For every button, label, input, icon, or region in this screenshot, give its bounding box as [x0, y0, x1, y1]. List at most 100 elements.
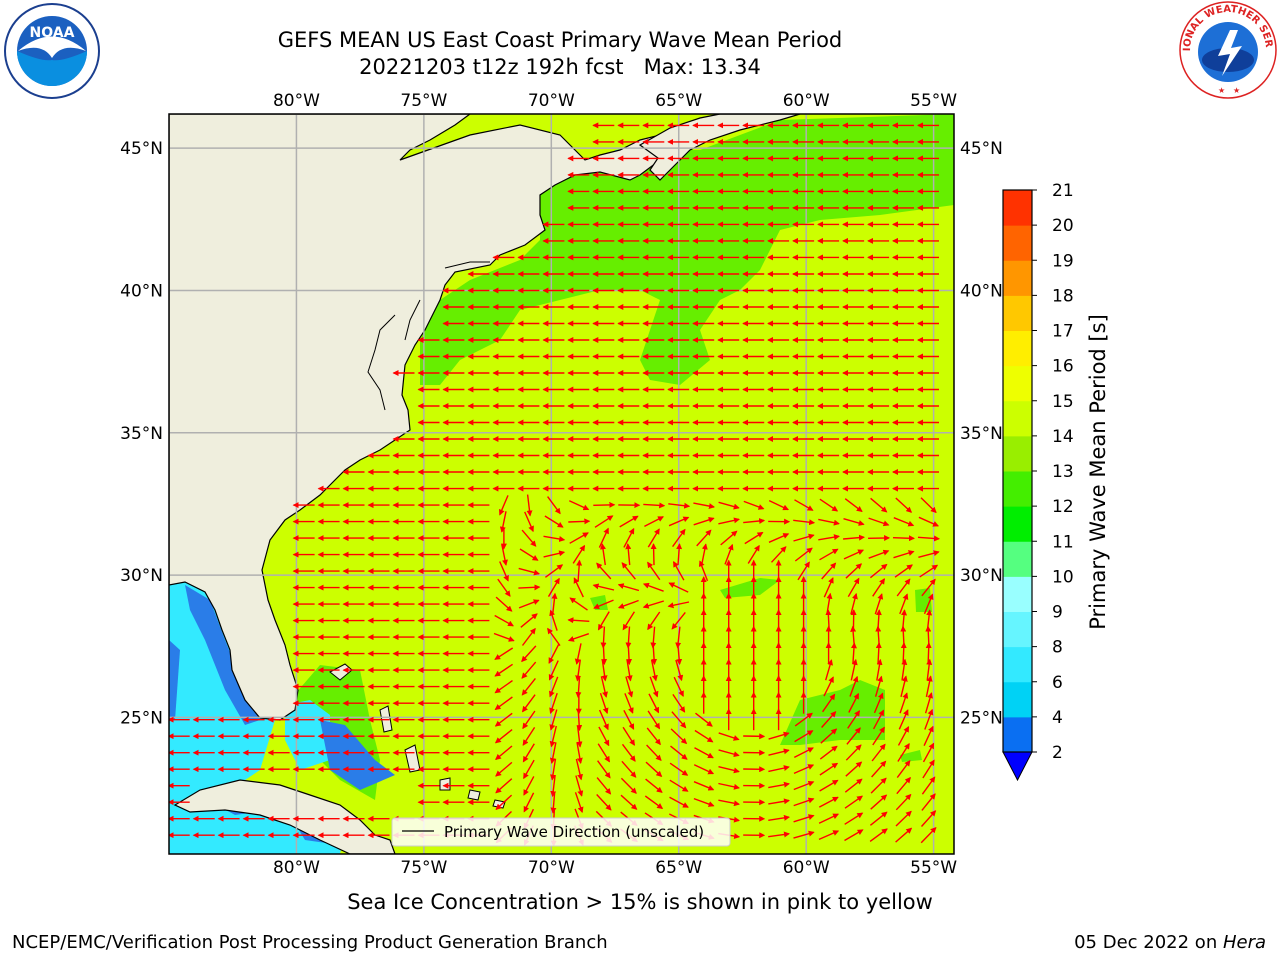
wave-arrow: [597, 760, 611, 779]
wave-arrow: [569, 597, 588, 611]
wave-arrow: [895, 793, 912, 811]
wave-arrow: [924, 692, 933, 714]
wave-arrow: [521, 677, 536, 696]
colorbar-extend-arrow: [1002, 751, 1033, 782]
legend-label: Primary Wave Direction (unscaled): [444, 823, 704, 841]
wave-arrow: [670, 728, 688, 745]
colorbar-tick-label: 17: [1052, 322, 1074, 342]
wave-arrow: [794, 712, 813, 727]
wave-arrow: [794, 547, 813, 562]
colorbar-tick-label: 9: [1052, 603, 1063, 623]
colorbar-segment: [1003, 190, 1032, 226]
wave-arrow: [549, 692, 558, 715]
wave-arrow: [870, 777, 887, 794]
wave-arrow: [593, 501, 616, 508]
wave-arrow: [768, 798, 790, 805]
wave-arrow: [543, 535, 566, 542]
wave-arrow: [843, 549, 865, 560]
colorbar-segment: [1003, 646, 1032, 683]
wave-arrow: [647, 561, 661, 581]
wave-arrow: [523, 792, 535, 813]
wave-arrow: [895, 827, 913, 843]
wave-arrow: [850, 658, 858, 681]
wave-arrow: [818, 518, 840, 526]
sea-ice-note: Sea Ice Concentration > 15% is shown in …: [347, 890, 933, 914]
colorbar-segment: [1003, 471, 1032, 507]
wave-arrow: [693, 516, 715, 526]
colorbar-tick-label: 11: [1052, 532, 1074, 552]
wave-arrow: [794, 499, 814, 511]
wave-arrow: [744, 531, 764, 545]
coastline-details: [367, 261, 490, 411]
wave-arrow: [494, 614, 514, 627]
wave-arrow: [869, 563, 888, 579]
wave-arrow: [821, 562, 837, 580]
axis-labels: 80°W 80°W 75°W 75°W 70°W 70°W 65°W 65°W 60°W 60°W…: [120, 91, 1003, 878]
wave-arrow: [925, 675, 933, 698]
lon-tick-label: 60°W: [783, 91, 830, 111]
map-legend: Primary Wave Direction (unscaled): [391, 817, 731, 847]
wave-arrow: [693, 764, 715, 775]
wave-arrow: [493, 632, 515, 642]
wave-arrow: [567, 617, 590, 624]
wave-arrow: [672, 561, 685, 581]
map-title: GEFS MEAN US East Coast Primary Wave Mea…: [277, 28, 843, 52]
wave-arrow: [576, 725, 583, 748]
wave-arrow: [793, 780, 815, 791]
wave-arrow: [844, 795, 864, 809]
wave-arrow: [642, 582, 664, 592]
wave-arrow: [896, 759, 911, 779]
colorbar-tick-label: 16: [1052, 357, 1074, 377]
wave-arrow: [574, 792, 584, 814]
wave-arrow: [522, 694, 536, 713]
wave-arrow: [647, 528, 660, 548]
wave-arrow: [550, 758, 557, 781]
wave-arrow: [844, 778, 863, 793]
wave-arrow: [718, 749, 740, 758]
wave-arrow: [548, 660, 559, 681]
wave-arrow: [768, 765, 790, 773]
wave-arrow: [624, 693, 634, 714]
wave-arrow: [544, 564, 564, 578]
wave-arrow: [695, 712, 713, 727]
wave-arrow: [650, 543, 657, 566]
wave-arrow: [600, 676, 608, 698]
wave-arrow: [675, 659, 684, 682]
colorbar-segment: [1003, 330, 1032, 367]
wave-arrow: [874, 675, 883, 697]
wave-arrow: [648, 693, 660, 714]
wave-arrow: [868, 517, 890, 527]
wave-arrow: [598, 726, 610, 747]
wave-arrow: [617, 583, 640, 592]
noaa-logo-text: NOAA: [30, 25, 75, 41]
wave-arrow: [844, 829, 864, 842]
svg-text:★: ★: [1233, 86, 1240, 95]
colorbar-segment: [1003, 435, 1032, 472]
wave-arrow: [650, 659, 658, 682]
wave-arrow: [672, 694, 686, 713]
wave-arrow: [900, 642, 907, 665]
wave-arrow: [576, 742, 583, 764]
wave-arrow: [844, 812, 864, 825]
wave-arrow: [845, 563, 863, 579]
wave-arrow: [793, 533, 815, 542]
wave-arrow: [523, 759, 535, 780]
wave-arrow: [598, 709, 609, 731]
wave-arrow: [743, 500, 765, 510]
wave-arrow: [499, 511, 507, 533]
wave-arrow: [596, 794, 612, 811]
wave-arrow: [823, 676, 834, 697]
wave-arrow: [547, 577, 560, 597]
wave-arrow: [621, 760, 637, 778]
wave-arrow: [718, 799, 740, 807]
wave-arrow: [625, 543, 632, 566]
lat-tick-label: 30°N: [120, 566, 163, 586]
colorbar-tick-label: 14: [1052, 427, 1074, 447]
wave-arrow: [495, 778, 513, 794]
lon-tick-label: 55°W: [910, 91, 957, 111]
lon-tick-label: 70°W: [528, 91, 575, 111]
wave-arrow: [673, 676, 684, 698]
wave-arrow: [844, 498, 863, 513]
wave-arrow: [599, 692, 609, 715]
colorbar-tick-label: 2: [1052, 743, 1063, 763]
